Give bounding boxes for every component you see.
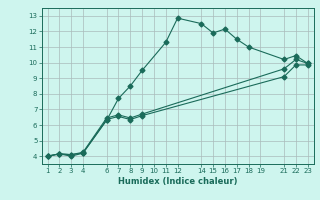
X-axis label: Humidex (Indice chaleur): Humidex (Indice chaleur): [118, 177, 237, 186]
